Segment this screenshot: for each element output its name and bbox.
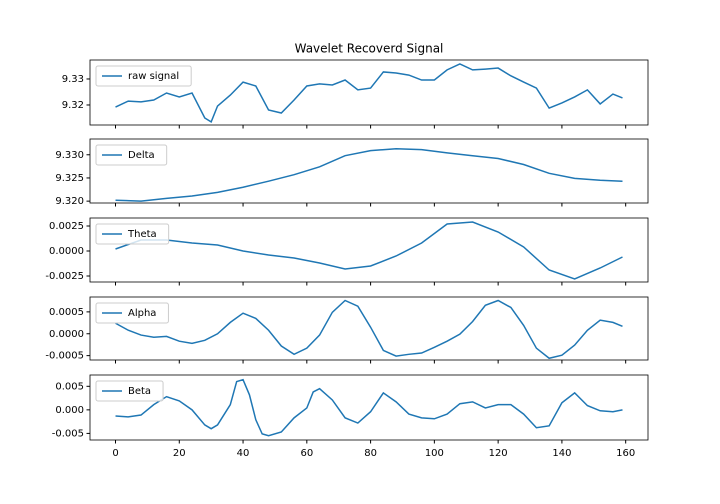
y-tick-label: 0.0025 xyxy=(49,221,84,232)
y-tick-label: 9.33 xyxy=(62,74,84,85)
y-tick-label: 9.32 xyxy=(62,100,84,111)
legend-label: Theta xyxy=(127,229,157,240)
axes-frame xyxy=(89,296,649,361)
y-tick-label: 9.320 xyxy=(55,196,84,207)
x-tick-label: 80 xyxy=(364,448,377,459)
legend-box xyxy=(95,380,164,402)
legend-box xyxy=(95,223,170,245)
y-tick-label: -0.0005 xyxy=(45,351,84,362)
axes-frame xyxy=(89,374,649,441)
legend-label: Delta xyxy=(128,150,155,161)
y-tick-label: 0.0000 xyxy=(49,246,84,257)
y-tick-label: -0.005 xyxy=(52,428,84,439)
x-tick-label: 20 xyxy=(173,448,186,459)
series-line xyxy=(115,147,623,202)
x-tick-label: 100 xyxy=(425,448,444,459)
series-line xyxy=(115,63,623,123)
x-tick-label: 0 xyxy=(112,448,118,459)
legend-box xyxy=(95,302,169,324)
legend-box xyxy=(95,144,168,166)
x-tick-label: 60 xyxy=(300,448,313,459)
y-tick-label: 0.0005 xyxy=(49,307,84,318)
axes-frame xyxy=(89,217,649,283)
axes-frame xyxy=(89,59,649,126)
axes-frame xyxy=(89,138,649,204)
legend-label: Beta xyxy=(128,386,151,397)
legend-label: Alpha xyxy=(128,308,156,319)
legend-label: raw signal xyxy=(128,71,179,82)
y-tick-label: 9.330 xyxy=(55,150,84,161)
y-tick-label: 0.0000 xyxy=(49,329,84,340)
series-line xyxy=(115,378,623,437)
chart-title: Wavelet Recoverd Signal xyxy=(295,42,444,56)
y-tick-label: 0.000 xyxy=(55,405,84,416)
x-tick-label: 40 xyxy=(237,448,250,459)
y-tick-label: -0.0025 xyxy=(45,271,84,282)
series-line xyxy=(115,299,623,360)
y-tick-label: 9.325 xyxy=(55,173,84,184)
x-tick-label: 140 xyxy=(552,448,571,459)
x-tick-label: 160 xyxy=(616,448,635,459)
x-tick-label: 120 xyxy=(489,448,508,459)
legend-box xyxy=(95,65,192,87)
series-line xyxy=(115,221,623,280)
y-tick-label: 0.005 xyxy=(55,381,84,392)
